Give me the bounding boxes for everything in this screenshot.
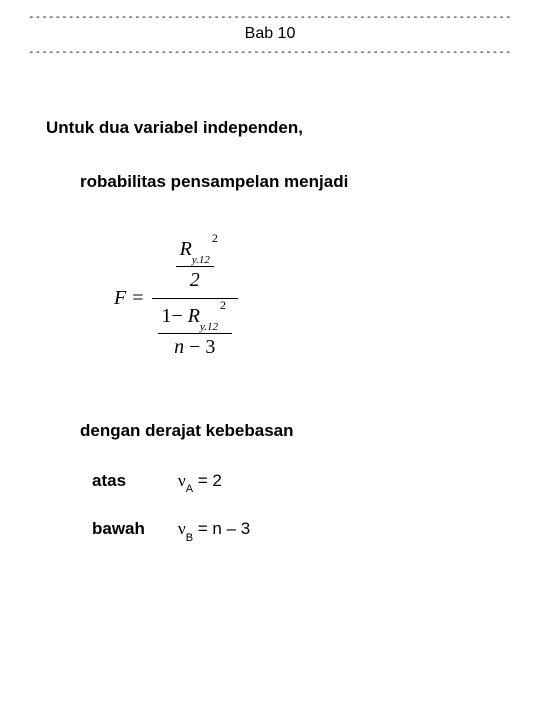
one: 1 [162,305,172,327]
equals-sign: = [132,287,151,310]
intro-line-1: Untuk dua variabel independen, [46,118,512,138]
n-letter: n [174,336,184,358]
content-area: Untuk dua variabel independen, robabilit… [28,58,512,541]
numerator-2: 2 [186,267,204,294]
r-term-top: R2y.12 [180,237,210,265]
denominator-fraction: 1− R2y.12 n − 3 [158,303,233,361]
one-minus-r2: 1− R2y.12 [158,303,233,333]
atas-label: atas [92,471,178,491]
outer-fraction: R2y.12 2 1− R2y.12 [152,232,239,365]
top-dashed-line: ----------------------------------------… [28,10,512,23]
chapter-title: Bab 10 [28,23,512,45]
page: ----------------------------------------… [0,0,540,542]
bawah-label: bawah [92,519,178,539]
dof-heading: dengan derajat kebebasan [46,421,512,441]
r-squared-top: R2y.12 [176,236,214,266]
dof-atas-row: atas νA = 2 [46,471,512,493]
r-letter: R [180,238,192,260]
r-sub-2: y.12 [200,321,218,333]
outer-numerator: R2y.12 2 [170,232,220,298]
dof-bawah-row: bawah νB = n – 3 [46,519,512,541]
numerator-fraction: R2y.12 2 [176,236,214,294]
r-sub: y.12 [192,254,210,266]
minus-1: − [172,305,183,327]
three: 3 [205,336,215,358]
r-sup-2: 2 [220,298,226,313]
minus-2: − [189,336,200,358]
r-letter-2: R [188,305,200,327]
bottom-dashed-line: ----------------------------------------… [28,45,512,58]
n-minus-3: n − 3 [170,334,219,361]
formula-lhs: F [114,287,132,310]
nu-b: νB = n – 3 [178,519,250,541]
outer-denominator: 1− R2y.12 n − 3 [152,299,239,365]
nu-symbol-a: ν [178,471,186,490]
nu-a-value: = 2 [193,471,222,490]
f-formula: F = R2y.12 2 [114,232,512,365]
r-sup: 2 [212,231,218,246]
nu-a: νA = 2 [178,471,222,493]
intro-line-2: robabilitas pensampelan menjadi [46,172,512,192]
formula-block: F = R2y.12 2 [46,232,512,365]
r-term-bottom: R2y.12 [188,304,218,332]
nu-b-value: = n – 3 [193,519,250,538]
nu-symbol-b: ν [178,519,186,538]
nu-sub-a: A [186,483,193,495]
nu-sub-b: B [186,532,193,544]
